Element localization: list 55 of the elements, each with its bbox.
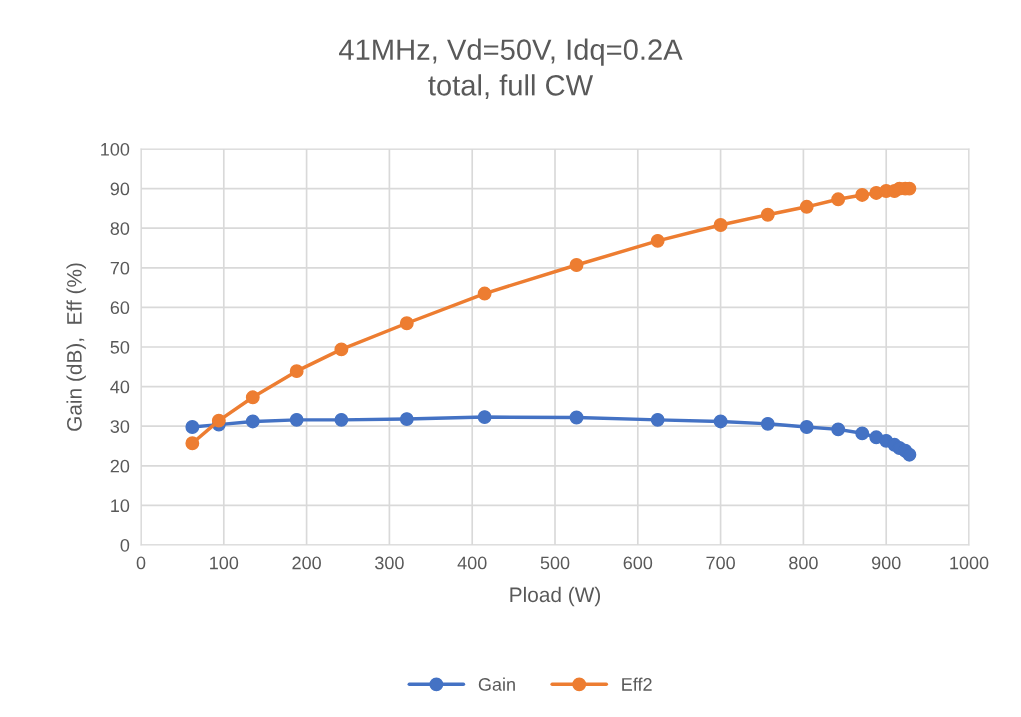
- y-tick-label: 40: [110, 380, 130, 394]
- y-tick-label: 90: [110, 182, 130, 196]
- point: [399, 316, 414, 331]
- point: [713, 414, 728, 429]
- y-tick-label: 10: [111, 499, 130, 513]
- point: [477, 410, 492, 425]
- x-tick-label: 500: [540, 556, 570, 570]
- point: [289, 412, 304, 427]
- x-axis-title: Pload (W): [510, 586, 601, 607]
- y-axis-title: Gain (dB), Eff (%): [66, 263, 86, 431]
- y-tick-label: 0: [120, 538, 130, 552]
- point: [799, 420, 814, 434]
- point: [831, 422, 846, 437]
- point: [477, 286, 492, 301]
- point: [650, 233, 665, 248]
- x-tick-label: 0: [136, 556, 146, 570]
- point: [855, 426, 870, 441]
- chart-title: 41MHz, Vd=50V, Idq=0.2A total, full CW: [339, 38, 683, 100]
- point: [569, 258, 584, 272]
- x-tick-label: 100: [210, 556, 239, 570]
- y-tick-label: 70: [110, 261, 130, 275]
- point: [902, 447, 917, 462]
- y-tick-label: 50: [110, 340, 130, 354]
- point: [334, 412, 349, 427]
- x-tick-label: 200: [292, 556, 321, 570]
- point: [334, 342, 349, 357]
- x-tick-label: 600: [623, 556, 653, 570]
- point: [569, 410, 584, 425]
- x-tick-label: 800: [789, 556, 818, 570]
- point: [760, 416, 775, 431]
- x-tick-label: 400: [457, 556, 487, 570]
- x-tick-label: 900: [871, 556, 901, 570]
- point: [185, 436, 200, 451]
- point: [831, 192, 846, 207]
- legend-label: Gain: [478, 677, 515, 691]
- point: [399, 412, 414, 427]
- x-tick-label: 1000: [950, 556, 989, 570]
- point: [245, 390, 260, 405]
- x-tick-label: 700: [706, 556, 735, 570]
- point: [650, 412, 665, 427]
- legend-label: Eff2: [622, 677, 652, 691]
- point: [211, 413, 226, 428]
- point: [289, 364, 304, 379]
- point: [760, 207, 775, 222]
- y-tick-label: 30: [110, 420, 130, 433]
- point: [799, 199, 814, 214]
- point: [713, 218, 728, 232]
- x-tick-label: 300: [375, 556, 404, 570]
- y-tick-label: 100: [101, 142, 130, 156]
- point: [185, 420, 200, 434]
- y-tick-label: 20: [110, 459, 130, 473]
- point: [245, 414, 260, 429]
- y-tick-label: 60: [110, 301, 130, 315]
- point: [855, 187, 870, 202]
- y-tick-label: 80: [110, 222, 130, 235]
